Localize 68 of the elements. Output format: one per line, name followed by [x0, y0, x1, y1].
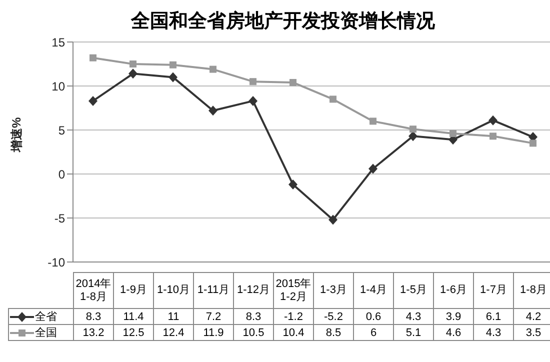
- chart-title: 全国和全省房地产开发投资增长情况: [130, 9, 436, 34]
- x-tick-label: 1-9月: [114, 272, 154, 308]
- point: [490, 132, 496, 140]
- y-axis-title: 增速%: [9, 117, 24, 153]
- point: [130, 60, 136, 68]
- data-label: 4.2: [514, 308, 550, 324]
- data-label: 4.3: [394, 308, 434, 324]
- point: [88, 96, 98, 106]
- data-label: 3.9: [434, 308, 474, 324]
- point: [128, 68, 138, 79]
- point: [288, 180, 298, 190]
- point: [408, 131, 418, 142]
- data-label: 5.1: [394, 324, 434, 340]
- point: [208, 106, 218, 116]
- data-label: 12.4: [154, 324, 194, 340]
- x-tick-label: 1-4月: [354, 272, 394, 308]
- data-label: 13.2: [74, 324, 114, 340]
- point: [250, 78, 256, 86]
- x-tick-label: 1-10月: [154, 272, 194, 308]
- point: [410, 126, 416, 133]
- point: [530, 140, 536, 147]
- y-tick-label: 0: [58, 167, 66, 182]
- point: [248, 96, 258, 106]
- point: [210, 66, 216, 73]
- data-label: 8.3: [74, 308, 114, 324]
- point: [168, 72, 178, 82]
- point: [328, 214, 338, 225]
- y-tick-label: -10: [48, 255, 66, 270]
- legend-label: 全国: [8, 324, 74, 340]
- data-label: 8.3: [234, 308, 274, 324]
- x-tick-label: 1-8月: [514, 272, 550, 308]
- data-label: 3.5: [514, 324, 550, 340]
- point: [450, 130, 456, 138]
- point: [90, 54, 96, 62]
- x-tick-label: 1-3月: [314, 272, 354, 308]
- data-label: 10.5: [234, 324, 274, 340]
- y-tick-label: -5: [54, 211, 66, 226]
- data-label: 12.5: [114, 324, 154, 340]
- y-tick-label: 15: [52, 35, 66, 50]
- y-tick-label: 10: [52, 79, 66, 94]
- x-tick-label: 1-5月: [394, 272, 434, 308]
- data-label: -1.2: [274, 308, 314, 324]
- point: [370, 118, 376, 125]
- point: [330, 96, 336, 103]
- data-label: 11.4: [114, 308, 154, 324]
- data-label: 11: [154, 308, 194, 324]
- point: [488, 115, 498, 126]
- x-tick-label: 1-6月: [434, 272, 474, 308]
- data-label: 0.6: [354, 308, 394, 324]
- data-label: -5.2: [314, 308, 354, 324]
- data-label: 6.1: [474, 308, 514, 324]
- x-tick-label: 1-12月: [234, 272, 274, 308]
- x-tick-label: 1-7月: [474, 272, 514, 308]
- x-tick-label: 2014年1-8月: [74, 272, 114, 308]
- point: [290, 78, 296, 86]
- x-tick-label: 1-11月: [194, 272, 234, 308]
- x-tick-label: 2015年1-2月: [274, 272, 314, 308]
- data-label: 10.4: [274, 324, 314, 340]
- data-label: 8.5: [314, 324, 354, 340]
- y-tick-label: 5: [58, 123, 66, 138]
- data-label: 11.9: [194, 324, 234, 340]
- point: [170, 61, 176, 68]
- point: [368, 164, 378, 174]
- data-label: 7.2: [194, 308, 234, 324]
- data-label: 6: [354, 324, 394, 340]
- data-label: 4.3: [474, 324, 514, 340]
- data-label: 4.6: [434, 324, 474, 340]
- legend-label: 全省: [8, 308, 74, 324]
